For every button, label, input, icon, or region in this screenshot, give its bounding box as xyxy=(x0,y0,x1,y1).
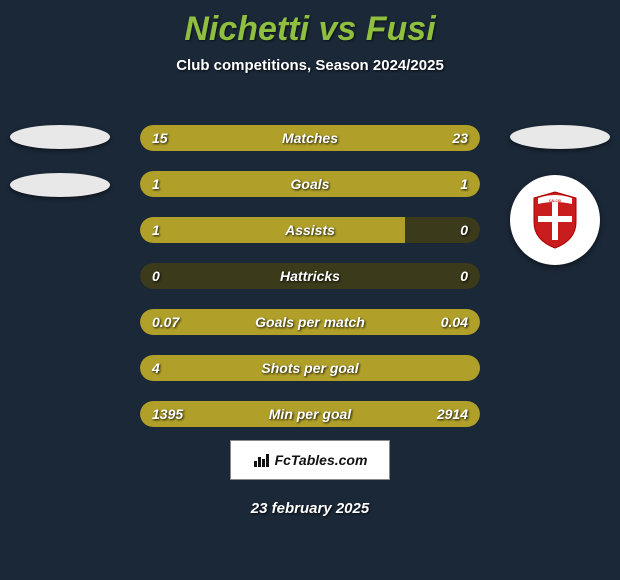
page-title: Nichetti vs Fusi xyxy=(0,0,620,49)
player-left-badge-2 xyxy=(10,173,110,197)
club-crest: CALCIO xyxy=(510,175,600,265)
stat-value-right: 23 xyxy=(452,125,468,151)
stat-row: 0.07Goals per match0.04 xyxy=(140,309,480,335)
stat-label: Matches xyxy=(140,125,480,151)
stat-value-right: 1 xyxy=(460,171,468,197)
stats-bars: 15Matches231Goals11Assists00Hattricks00.… xyxy=(140,125,480,447)
stat-value-right: 2914 xyxy=(437,401,468,427)
stat-row: 15Matches23 xyxy=(140,125,480,151)
stat-value-right: 0 xyxy=(460,263,468,289)
stat-label: Goals per match xyxy=(140,309,480,335)
chart-icon xyxy=(253,451,271,469)
stat-value-right: 0 xyxy=(460,217,468,243)
footer-logo-text: FcTables.com xyxy=(275,452,368,468)
stat-label: Hattricks xyxy=(140,263,480,289)
player-right-badge-1 xyxy=(510,125,610,149)
stat-row: 0Hattricks0 xyxy=(140,263,480,289)
page-subtitle: Club competitions, Season 2024/2025 xyxy=(0,57,620,74)
stat-row: 1395Min per goal2914 xyxy=(140,401,480,427)
stat-value-right: 0.04 xyxy=(441,309,468,335)
stat-row: 1Assists0 xyxy=(140,217,480,243)
stat-row: 4Shots per goal xyxy=(140,355,480,381)
footer-logo: FcTables.com xyxy=(230,440,390,480)
shield-icon: CALCIO xyxy=(530,190,580,250)
footer-date: 23 february 2025 xyxy=(0,500,620,517)
stat-label: Goals xyxy=(140,171,480,197)
stat-label: Shots per goal xyxy=(140,355,480,381)
player-left-badge-1 xyxy=(10,125,110,149)
stat-row: 1Goals1 xyxy=(140,171,480,197)
stat-label: Assists xyxy=(140,217,480,243)
svg-text:CALCIO: CALCIO xyxy=(549,199,562,203)
stat-label: Min per goal xyxy=(140,401,480,427)
